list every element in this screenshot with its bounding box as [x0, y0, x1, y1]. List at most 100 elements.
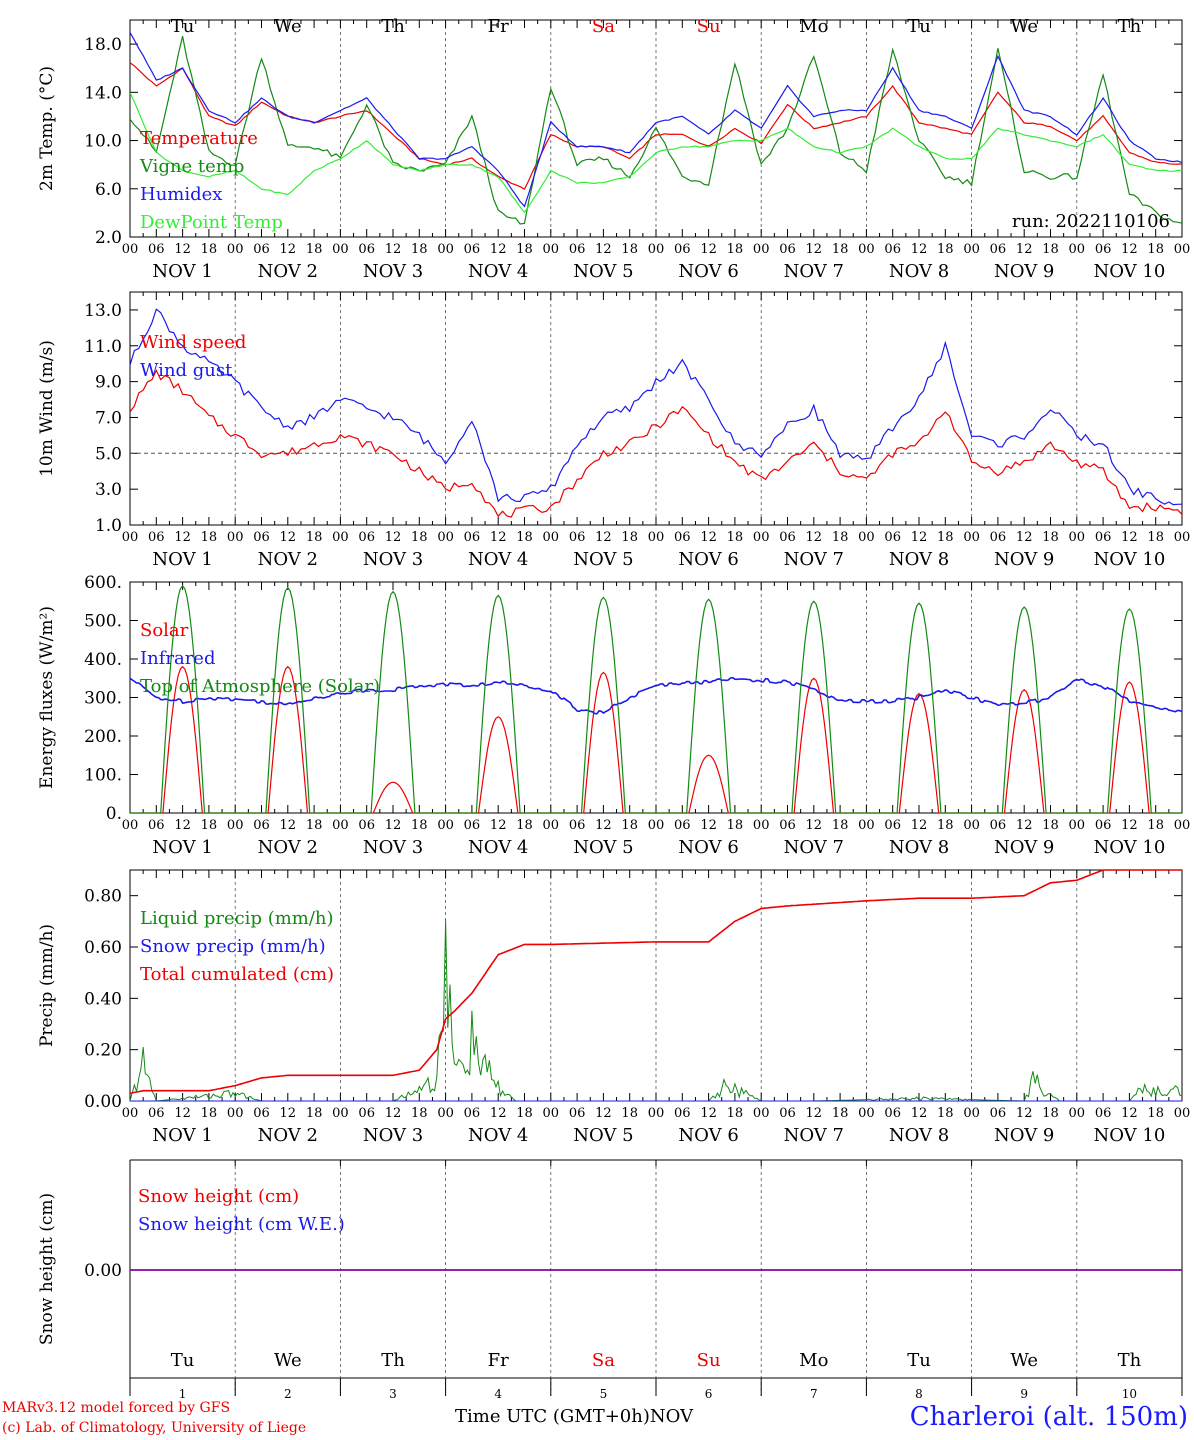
hour-tick-label: 00 [963, 1106, 980, 1121]
hour-tick-label: 18 [727, 530, 744, 545]
x-axis-labels-4: 00 06 12 18 00 06 12 18 00 06 12 18 00 06 12 18 00 06 12 18… [122, 1106, 1191, 1146]
hour-tick-label: 18 [201, 1106, 218, 1121]
y-tick-label: 14.0 [84, 83, 122, 103]
x-axis-labels-2: 00 06 12 18 00 06 12 18 00 06 12 18 00 06 12 18 00 06 12 18… [122, 530, 1191, 570]
legend-entry: Top of Atmosphere (Solar) [140, 676, 380, 697]
hour-tick-label: 12 [700, 818, 717, 833]
y-tick-label: 0.40 [84, 989, 122, 1009]
hour-tick-label: 12 [174, 1106, 191, 1121]
hour-tick-label: 18 [1042, 818, 1059, 833]
hour-tick-label: 06 [1095, 818, 1112, 833]
date-label: NOV 3 [363, 261, 423, 282]
hour-tick-label: 00 [1069, 242, 1086, 257]
hour-tick-label: 06 [464, 818, 481, 833]
hour-tick-label: 18 [832, 1106, 849, 1121]
hour-tick-label: 06 [148, 530, 165, 545]
y-tick-label: 2.0 [95, 228, 122, 248]
hour-tick-label: 12 [1016, 242, 1033, 257]
weekday-label: Th [381, 16, 405, 37]
legend-4: Liquid precip (mm/h) Snow precip (mm/h) To… [140, 908, 334, 985]
hour-tick-label: 00 [963, 242, 980, 257]
date-label: NOV 4 [468, 1125, 528, 1146]
hour-tick-label: 00 [1174, 530, 1191, 545]
date-label: NOV 6 [678, 1125, 738, 1146]
hour-tick-label: 06 [990, 1106, 1007, 1121]
y-tick-label: 0.60 [84, 938, 122, 958]
hour-tick-label: 18 [621, 530, 638, 545]
x-axis-labels-3: 00 06 12 18 00 06 12 18 00 06 12 18 00 06 12 18 00 06 12 18… [122, 818, 1191, 858]
y-tick-label: 0.00 [84, 1092, 122, 1112]
day-number-label: 10 [1122, 1387, 1137, 1401]
day-number-label: 4 [494, 1387, 502, 1401]
y-tick-label: 200. [84, 727, 122, 747]
hour-tick-label: 06 [674, 242, 691, 257]
hour-tick-label: 12 [174, 242, 191, 257]
hour-tick-label: 18 [727, 242, 744, 257]
hour-tick-label: 06 [464, 1106, 481, 1121]
hour-tick-label: 12 [1121, 242, 1138, 257]
time-axis-label: Time UTC (GMT+0h)NOV [455, 1406, 693, 1427]
hour-tick-label: 12 [490, 242, 507, 257]
hour-tick-label: 06 [253, 1106, 270, 1121]
hour-tick-label: 06 [569, 1106, 586, 1121]
hour-tick-label: 06 [358, 242, 375, 257]
legend-entry: Humidex [140, 184, 222, 205]
series-wind-gust [129, 308, 1183, 506]
date-label: NOV 10 [1093, 837, 1165, 858]
series-dewpoint-temp [130, 92, 1182, 214]
legend-5: Snow height (cm) Snow height (cm W.E.) [138, 1186, 345, 1235]
hour-tick-label: 12 [700, 1106, 717, 1121]
hour-tick-label: 06 [148, 242, 165, 257]
hour-tick-label: 00 [1174, 818, 1191, 833]
hour-tick-label: 06 [884, 1106, 901, 1121]
station-name: Charleroi (alt. 150m) [909, 1402, 1188, 1432]
hour-tick-label: 06 [779, 818, 796, 833]
x-axis-labels-1: 00 06 12 18 00 06 12 18 00 06 12 18 00 06 12 18 00 06 12 18… [122, 242, 1191, 282]
hour-tick-label: 00 [1174, 242, 1191, 257]
legend-entry: Wind speed [140, 332, 246, 353]
y-tick-label: 13.0 [84, 301, 122, 321]
y-tick-label: 1.0 [95, 516, 122, 536]
panel-5: 0.00 Snow height (cm) Tu We Th Fr Sa Su Mo Tu We Th… [37, 1159, 1183, 1401]
hour-tick-label: 00 [753, 530, 770, 545]
lab-credit-line: (c) Lab. of Climatology, University of L… [2, 1420, 307, 1436]
y-tick-label: 3.0 [95, 480, 122, 500]
hour-tick-label: 18 [1042, 530, 1059, 545]
date-label: NOV 5 [573, 261, 633, 282]
model-credit-line: MARv3.12 model forced by GFS [2, 1400, 231, 1416]
legend-3: Solar Infrared Top of Atmosphere (Solar) [140, 620, 380, 697]
hour-tick-label: 06 [990, 242, 1007, 257]
hour-tick-label: 18 [411, 242, 428, 257]
hour-tick-label: 12 [490, 818, 507, 833]
panel-4: 0.00 0.20 0.40 0.60 0.80 Precip (mm/h) [37, 869, 1183, 1112]
hour-tick-label: 18 [306, 1106, 323, 1121]
hour-tick-label: 00 [437, 1106, 454, 1121]
hour-tick-label: 00 [227, 242, 244, 257]
y-tick-label: 6.0 [95, 180, 122, 200]
date-label: NOV 3 [363, 837, 423, 858]
hour-tick-label: 12 [1016, 530, 1033, 545]
hour-tick-label: 12 [1016, 818, 1033, 833]
y-tick-label: 11.0 [84, 337, 122, 357]
date-label: NOV 7 [784, 549, 844, 570]
hour-tick-label: 12 [806, 530, 823, 545]
hour-tick-label: 06 [569, 818, 586, 833]
hour-tick-label: 00 [648, 818, 665, 833]
day-number-label: 5 [600, 1387, 608, 1401]
run-annotation: run: 2022110106 [1012, 211, 1170, 232]
hour-tick-label: 00 [1069, 530, 1086, 545]
time-axis-title: Time UTC (GMT+0h) [455, 1406, 650, 1427]
hour-tick-label: 18 [727, 1106, 744, 1121]
hour-tick-label: 18 [306, 818, 323, 833]
hour-tick-label: 00 [543, 530, 560, 545]
hour-tick-label: 18 [306, 242, 323, 257]
weekday-label: Tu [907, 1350, 931, 1371]
panel-2: 1.0 3.0 5.0 7.0 9.0 11.0 13.0 10m Wind (m/s) [37, 291, 1183, 536]
hour-tick-label: 18 [516, 242, 533, 257]
hour-tick-label: 12 [174, 530, 191, 545]
weekday-label: Su [697, 16, 721, 37]
hour-tick-label: 00 [543, 818, 560, 833]
legend-entry: Vigne temp [139, 156, 244, 177]
y-axis-label: Precip (mm/h) [37, 924, 57, 1047]
hour-tick-label: 06 [358, 1106, 375, 1121]
